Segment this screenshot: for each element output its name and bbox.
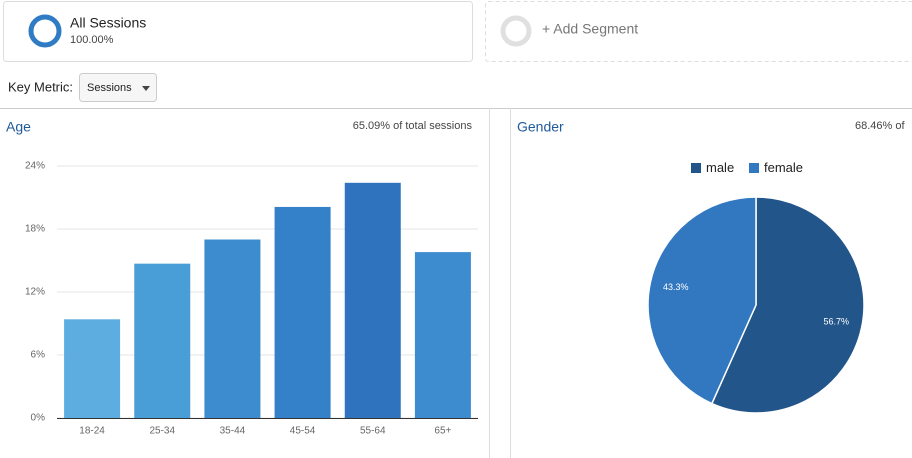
legend-label: male — [706, 160, 734, 175]
slice-label: 56.7% — [824, 317, 850, 327]
segment-card[interactable] — [3, 1, 473, 62]
add-segment-icon — [500, 15, 532, 47]
y-tick-label: 18% — [25, 224, 45, 235]
y-tick-label: 24% — [25, 161, 45, 172]
add-segment-card[interactable] — [485, 1, 912, 62]
bar — [414, 252, 471, 418]
x-tick-label: 35-44 — [220, 426, 246, 437]
dropdown-arrow — [142, 86, 150, 91]
legend-label: female — [764, 160, 803, 175]
key-metric-value: Sessions — [87, 82, 132, 94]
x-tick-label: 18-24 — [79, 426, 105, 437]
chart-title: Gender — [517, 119, 564, 135]
bar — [134, 263, 191, 418]
add-segment[interactable]: + Add Segment — [542, 21, 638, 37]
y-tick-label: 6% — [31, 350, 46, 361]
pie-slice — [710, 196, 865, 414]
segment-icon — [28, 14, 62, 48]
key-metric-label: Key Metric: — [8, 79, 73, 94]
chart-subtitle: 68.46% of — [855, 120, 905, 132]
segment-name: All Sessions — [70, 15, 146, 31]
legend-swatch — [749, 163, 759, 173]
slice-label: 43.3% — [663, 282, 689, 292]
y-tick-label: 12% — [25, 287, 45, 298]
x-tick-label: 65+ — [434, 426, 451, 437]
bar — [344, 182, 401, 418]
x-tick-label: 55-64 — [360, 426, 386, 437]
legend-swatch — [691, 163, 701, 173]
bar — [274, 206, 331, 418]
key-metric-dropdown[interactable] — [79, 73, 157, 102]
pie-slice — [647, 196, 757, 405]
x-tick-label: 25-34 — [149, 426, 175, 437]
chart-title: Age — [6, 119, 31, 135]
bar — [64, 319, 121, 418]
segment-percent: 100.00% — [70, 34, 114, 46]
bar — [204, 239, 261, 418]
chart-subtitle: 65.09% of total sessions — [353, 120, 473, 132]
y-tick-label: 0% — [31, 413, 46, 424]
x-tick-label: 45-54 — [290, 426, 316, 437]
